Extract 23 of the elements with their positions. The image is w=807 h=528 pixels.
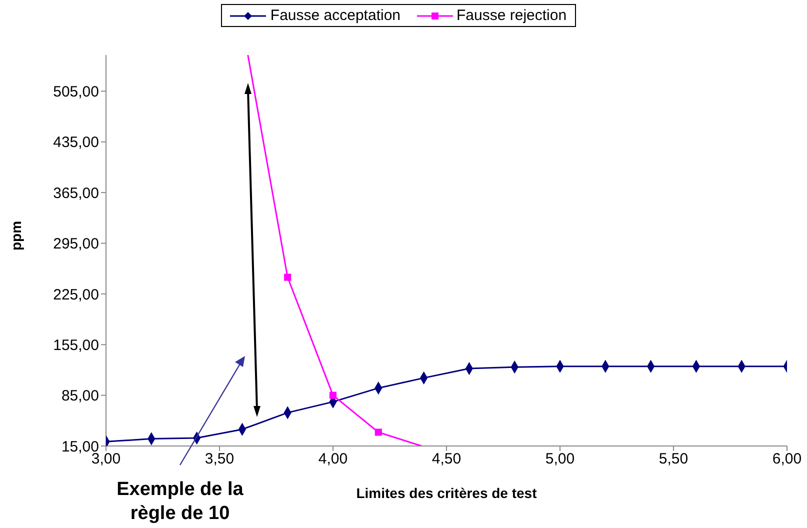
x-axis-title: Limites des critères de test	[356, 485, 538, 501]
x-tick-label: 3,50	[204, 450, 234, 468]
point	[329, 392, 337, 399]
x-tick-label: 4,50	[432, 450, 462, 468]
x-tick-label: 4,00	[318, 450, 348, 468]
y-tick-label: 435,00	[53, 134, 99, 152]
y-tick-label: 505,00	[53, 84, 99, 101]
x-tick-label: 6,00	[772, 450, 802, 468]
text: Exemple de la règle de 10	[116, 478, 244, 526]
x-tick-label: 5,00	[545, 450, 575, 468]
y-tick-label: 365,00	[53, 184, 99, 202]
legend-label: Fausse rejection	[456, 7, 567, 24]
y-tick-label: 85,00	[61, 388, 99, 405]
y-axis-title: ppm	[8, 220, 24, 250]
point	[374, 428, 382, 436]
x-tick-label: 3,00	[91, 450, 121, 468]
legend-label: Fausse acceptation	[269, 7, 400, 24]
y-tick-label: 225,00	[53, 286, 99, 304]
x-tick-label: 5,50	[658, 450, 688, 468]
y-tick-label: 295,00	[53, 236, 99, 253]
line-series	[247, 55, 422, 446]
point	[284, 274, 292, 281]
y-tick-label: 155,00	[53, 336, 99, 354]
